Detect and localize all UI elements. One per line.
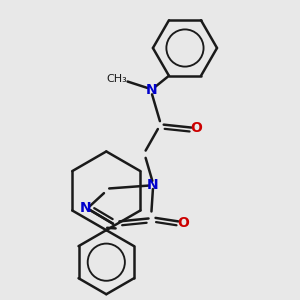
Text: N: N [147, 178, 159, 192]
Text: N: N [146, 83, 157, 97]
Text: O: O [178, 216, 189, 230]
Text: O: O [191, 121, 203, 135]
Text: CH₃: CH₃ [106, 74, 127, 84]
Text: N: N [80, 201, 92, 215]
